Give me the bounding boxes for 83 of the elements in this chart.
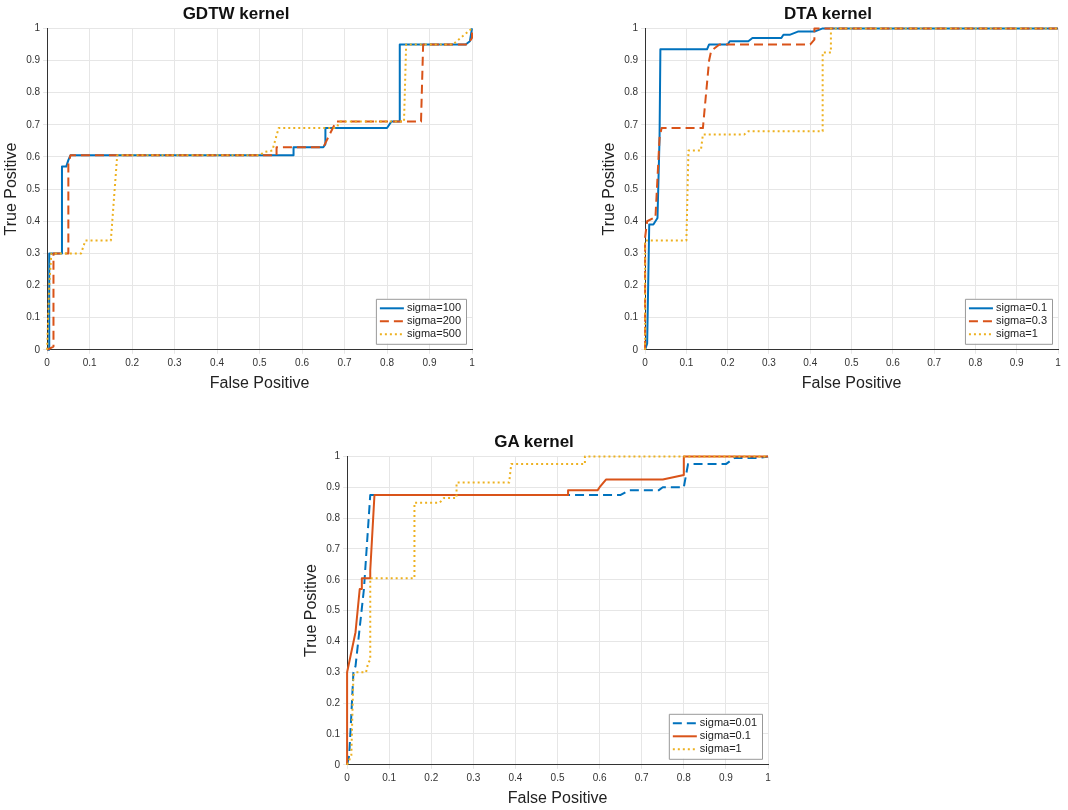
y-tick-label: 0.9 — [624, 54, 639, 66]
x-tick-label: 0.1 — [382, 771, 397, 783]
line-series — [346, 455, 769, 766]
x-tick-label: 0.4 — [508, 771, 523, 783]
y-axis-title: True Positive — [600, 142, 618, 236]
x-tick-label: 0.6 — [885, 356, 901, 368]
y-tick-label: 0.1 — [26, 311, 41, 323]
x-tick-label: 1 — [1055, 356, 1062, 368]
y-tick-label: 0.8 — [624, 86, 639, 98]
y-tick-label: 0.7 — [26, 118, 41, 130]
y-tick-label: 0.1 — [326, 727, 341, 739]
x-tick-label: 0.5 — [252, 356, 267, 368]
legend-label: sigma=100 — [406, 301, 462, 314]
y-tick-label: 0.3 — [326, 666, 341, 678]
y-tick-label: 0.9 — [26, 54, 41, 66]
y-tick-label: 1 — [632, 22, 639, 34]
y-tick-label: 0.4 — [26, 214, 41, 226]
y-tick-label: 0.4 — [624, 214, 639, 226]
y-tick-label: 0.6 — [326, 573, 341, 585]
x-tick-label: 0.3 — [466, 771, 481, 783]
x-axis-title: False Positive — [209, 373, 310, 391]
y-tick-label: 1 — [334, 450, 341, 462]
y-tick-label: 0.6 — [26, 150, 41, 162]
y-tick-label: 0 — [334, 758, 341, 770]
chart-title: GDTW kernel — [182, 3, 290, 23]
y-tick-label: 0 — [632, 343, 639, 355]
x-tick-label: 0.3 — [167, 356, 182, 368]
x-tick-label: 1 — [765, 771, 772, 783]
legend-label: sigma=1 — [699, 742, 742, 755]
x-tick-label: 0.4 — [803, 356, 818, 368]
x-tick-label: 0.9 — [1009, 356, 1025, 368]
chart-title: GA kernel — [494, 431, 574, 451]
x-tick-label: 0.7 — [927, 356, 942, 368]
x-tick-label: 0.2 — [720, 356, 736, 368]
y-tick-label: 0.2 — [26, 279, 41, 291]
x-tick-label: 0.8 — [968, 356, 983, 368]
legend-label: sigma=500 — [406, 327, 462, 340]
x-tick-label: 0.2 — [125, 356, 140, 368]
y-tick-label: 0.9 — [326, 480, 341, 492]
x-tick-label: 0.3 — [762, 356, 777, 368]
x-tick-label: 0.9 — [718, 771, 734, 783]
x-tick-label: 0.5 — [844, 356, 859, 368]
legend-label: sigma=1 — [995, 327, 1038, 340]
y-tick-label: 0.2 — [624, 279, 639, 291]
y-axis-title: True Positive — [2, 142, 20, 236]
y-tick-label: 0.7 — [624, 118, 639, 130]
y-tick-label: 0.6 — [624, 150, 639, 162]
y-tick-label: 0.5 — [326, 604, 341, 616]
y-tick-label: 0.2 — [326, 696, 341, 708]
legend-label: sigma=0.1 — [699, 729, 751, 742]
legend-label: sigma=0.3 — [995, 314, 1047, 327]
y-tick-label: 0.1 — [624, 311, 639, 323]
y-tick-label: 0.4 — [326, 635, 341, 647]
y-tick-label: 0.5 — [26, 182, 41, 194]
x-tick-label: 0.5 — [550, 771, 565, 783]
legend-label: sigma=0.1 — [995, 301, 1047, 314]
chart-title: DTA kernel — [784, 3, 872, 23]
x-tick-label: 0.1 — [82, 356, 97, 368]
y-axis-title: True Positive — [302, 564, 320, 657]
x-tick-label: 0 — [344, 771, 351, 783]
x-tick-label: 0.2 — [424, 771, 439, 783]
y-tick-label: 0 — [34, 343, 41, 355]
x-tick-label: 0 — [642, 356, 649, 368]
x-tick-label: 0.6 — [592, 771, 608, 783]
y-tick-label: 0.3 — [26, 247, 41, 259]
y-tick-label: 0.8 — [326, 511, 341, 523]
y-tick-label: 0.8 — [26, 86, 41, 98]
x-axis-title: False Positive — [801, 373, 902, 391]
x-tick-label: 0.9 — [422, 356, 437, 368]
x-tick-label: 0.6 — [295, 356, 310, 368]
y-tick-label: 0.3 — [624, 247, 639, 259]
x-tick-label: 0 — [44, 356, 51, 368]
x-tick-label: 0.8 — [676, 771, 692, 783]
legend-label: sigma=0.01 — [699, 716, 758, 729]
y-tick-label: 0.5 — [624, 182, 639, 194]
x-axis-title: False Positive — [507, 788, 608, 806]
x-tick-label: 0.8 — [380, 356, 395, 368]
legend-label: sigma=200 — [406, 314, 462, 327]
x-tick-label: 1 — [469, 356, 476, 368]
y-tick-label: 1 — [34, 22, 41, 34]
x-tick-label: 0.1 — [679, 356, 694, 368]
y-tick-label: 0.7 — [326, 542, 341, 554]
x-tick-label: 0.4 — [210, 356, 225, 368]
